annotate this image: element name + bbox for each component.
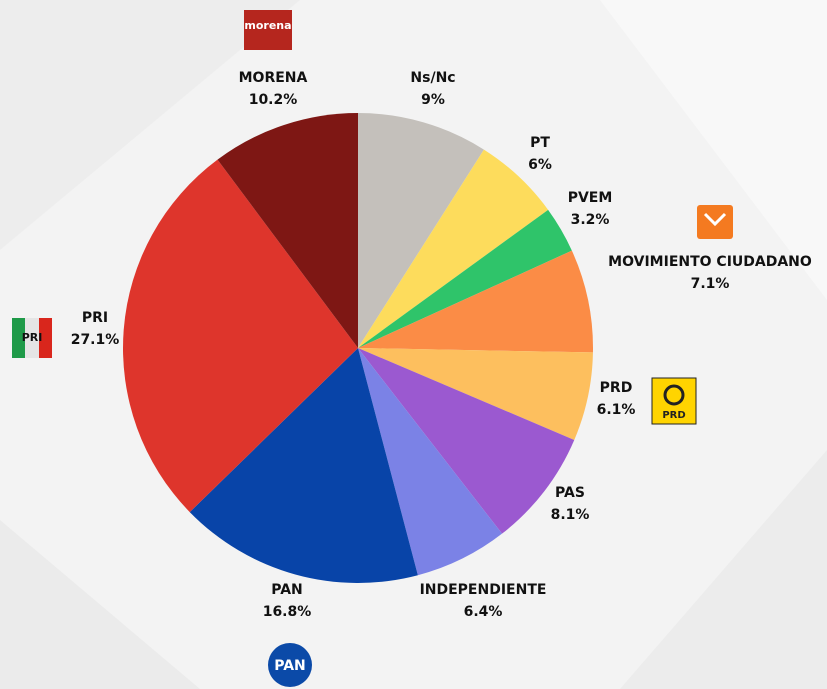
pie-slice (358, 113, 484, 348)
slice-value: 8.1% (551, 507, 590, 523)
pie-slice (358, 348, 575, 534)
logo-text: PRI (22, 331, 43, 344)
slice-value: 6% (528, 157, 552, 173)
logo-text: PAN (274, 658, 306, 674)
pie-slice (189, 348, 418, 583)
background-shape (620, 450, 827, 689)
slice-value: 16.8% (263, 604, 312, 620)
slice-label: INDEPENDIENTE (420, 582, 547, 598)
logo-box (651, 377, 697, 425)
pie (123, 113, 593, 583)
slice-label: MOVIMIENTO CIUDADANO (608, 254, 812, 270)
slice-value: 6.1% (597, 402, 636, 418)
slice-label: MORENA (239, 70, 308, 86)
slice-value: 6.4% (464, 604, 503, 620)
slice-label: PVEM (568, 190, 613, 206)
slice-value: 10.2% (249, 92, 298, 108)
pie-slice (358, 348, 503, 576)
background-shape (600, 0, 827, 300)
slice-label: PAS (555, 485, 585, 501)
logo-prd: PRD (651, 377, 697, 425)
slice-value: 9% (421, 92, 445, 108)
slice-label: Ns/Nc (410, 70, 455, 86)
logo-mc (697, 205, 733, 239)
pie-slice (123, 159, 358, 513)
slice-value: 3.2% (571, 212, 610, 228)
slice-label: PRI (82, 310, 108, 326)
pie-slice (358, 348, 593, 440)
logo-text: PRD (662, 410, 685, 421)
logo-stripe (39, 318, 52, 358)
background-shape (0, 0, 300, 250)
logo-pri: PRI (12, 318, 52, 358)
slice-value: 7.1% (691, 276, 730, 292)
logo-box (244, 10, 292, 50)
pie-slice (358, 250, 593, 353)
pie-slice (217, 113, 358, 348)
logo-pan: PAN (268, 643, 312, 687)
slice-label: PT (530, 135, 550, 151)
logo-text: morena (244, 19, 291, 32)
logo-circle (268, 643, 312, 687)
background-shape (0, 520, 200, 689)
pie-slice (358, 149, 549, 348)
slice-label: PAN (271, 582, 303, 598)
logo-morena: morena (244, 10, 292, 50)
logo-stripe (12, 318, 25, 358)
slice-value: 27.1% (71, 332, 120, 348)
logo-bird (703, 212, 727, 227)
logo-sun (663, 384, 685, 406)
pie-slice (358, 209, 572, 348)
slice-label: PRD (600, 380, 633, 396)
